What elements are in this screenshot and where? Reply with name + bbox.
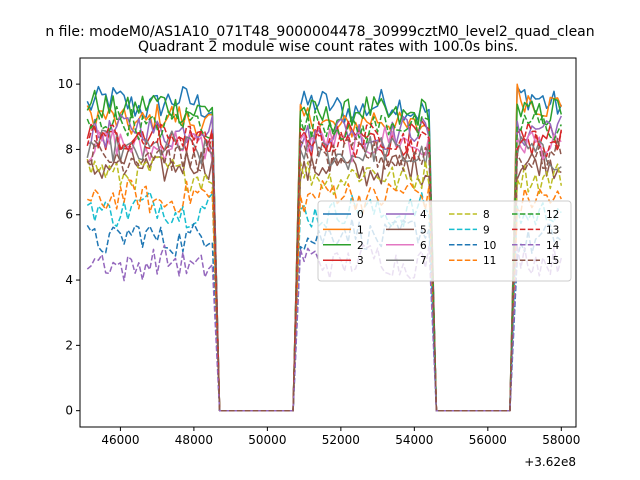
legend-label-14: 14: [546, 240, 560, 252]
y-tick-label: 6: [65, 208, 73, 222]
chart-title: Quadrant 2 module wise count rates with …: [138, 39, 518, 55]
legend-label-15: 15: [546, 255, 559, 267]
legend-label-2: 2: [357, 240, 364, 252]
series-line-15: [86, 136, 563, 412]
legend-frame: [317, 200, 572, 282]
legend-label-3: 3: [357, 255, 364, 267]
legend-label-4: 4: [420, 209, 427, 221]
x-axis-offset-label: +3.62e8: [524, 455, 576, 469]
legend-label-12: 12: [546, 209, 559, 221]
x-tick-label: 58000: [542, 433, 580, 447]
x-tick-label: 48000: [175, 433, 213, 447]
legend-label-0: 0: [357, 209, 364, 221]
legend-label-8: 8: [483, 209, 490, 221]
legend-label-7: 7: [420, 255, 427, 267]
legend-label-5: 5: [420, 224, 427, 236]
x-tick-label: 52000: [322, 433, 360, 447]
x-tick-label: 54000: [395, 433, 433, 447]
legend-label-6: 6: [420, 240, 427, 252]
x-tick-label: 46000: [101, 433, 139, 447]
y-tick-label: 0: [65, 404, 73, 418]
legend-label-10: 10: [483, 240, 496, 252]
y-tick-label: 10: [58, 77, 73, 91]
x-tick-label: 50000: [248, 433, 286, 447]
legend-label-9: 9: [483, 224, 490, 236]
x-tick-label: 56000: [469, 433, 507, 447]
legend-label-11: 11: [483, 255, 496, 267]
y-tick-label: 8: [65, 142, 73, 156]
y-tick-label: 2: [65, 338, 73, 352]
y-tick-label: 4: [65, 273, 73, 287]
axes-frame: [79, 57, 577, 428]
figure-suptitle: n file: modeM0/AS1A10_071T48_9000004478_…: [45, 24, 594, 40]
y-axis: 0 2 4 6 8 10: [58, 77, 80, 418]
legend-label-13: 13: [546, 224, 559, 236]
legend-label-1: 1: [357, 224, 364, 236]
x-axis: 46000 48000 50000 52000 54000 56000 58000: [101, 427, 580, 447]
